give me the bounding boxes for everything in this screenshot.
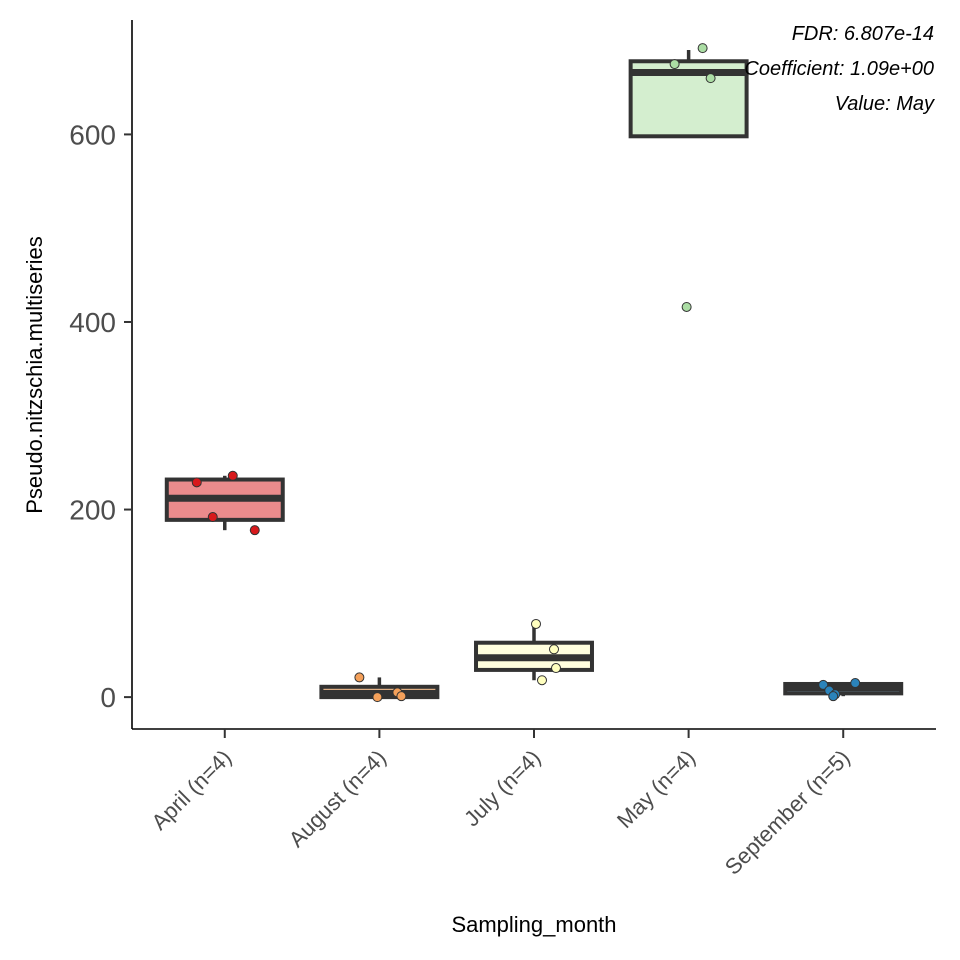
x-tick-label: May (n=4)	[612, 745, 700, 833]
boxes-layer	[164, 50, 904, 700]
data-point-may	[697, 43, 708, 54]
data-point-august	[372, 692, 383, 703]
x-tick-label: August (n=4)	[284, 745, 391, 852]
stat-annotation: Coefficient: 1.09e+00	[744, 58, 934, 80]
data-point-september	[828, 691, 839, 702]
y-tick-label: 400	[69, 307, 116, 338]
x-tick-label: September (n=5)	[720, 745, 855, 880]
data-point-september	[818, 679, 829, 690]
data-point-july	[531, 618, 541, 629]
y-tick-label: 600	[69, 119, 116, 150]
x-axis-title: Sampling_month	[451, 912, 616, 937]
x-tick-label: April (n=4)	[146, 745, 236, 835]
data-point-july	[537, 675, 547, 686]
data-point-may	[681, 301, 692, 312]
data-point-april	[207, 512, 218, 523]
data-point-april	[249, 525, 260, 536]
stat-annotation: FDR: 6.807e-14	[792, 23, 934, 45]
data-point-may	[705, 73, 716, 84]
stat-annotation: Value: May	[835, 93, 935, 115]
data-point-april	[191, 477, 202, 488]
y-tick-label: 0	[100, 682, 116, 713]
data-point-august	[354, 672, 365, 683]
x-tick-label: July (n=4)	[459, 745, 545, 831]
data-point-may	[669, 59, 680, 70]
data-point-july	[551, 663, 561, 674]
data-point-september	[850, 678, 861, 689]
data-point-july	[549, 644, 559, 655]
y-axis-title: Pseudo.nitzschia.multiseries	[22, 236, 47, 514]
points-layer	[191, 43, 861, 703]
y-tick-label: 200	[69, 495, 116, 526]
data-point-august	[396, 691, 407, 702]
annotations-layer: FDR: 6.807e-14 Coefficient: 1.09e+00 Value…	[744, 23, 935, 115]
axes-layer: 0 200 400 600 April (n=4) August (n=4) July (n…	[69, 20, 936, 880]
data-point-april	[227, 470, 238, 481]
